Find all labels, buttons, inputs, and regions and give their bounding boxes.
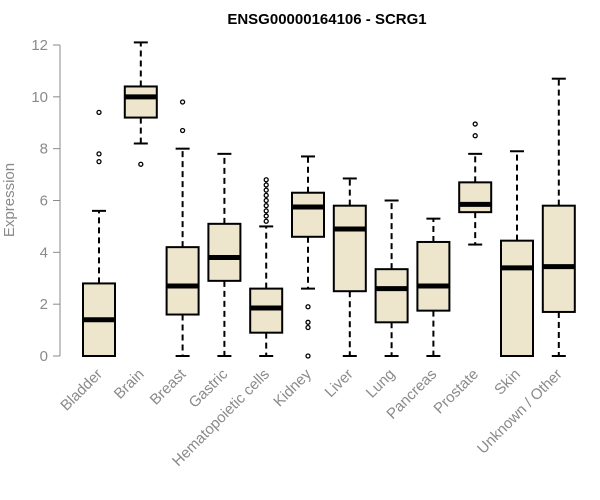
box-skin — [500, 150, 534, 358]
x-tick-label: Skin — [491, 366, 524, 399]
outlier-point — [179, 99, 186, 105]
y-tick-label: 8 — [40, 141, 48, 158]
box-iqr — [458, 181, 493, 214]
outlier-point — [263, 218, 269, 224]
box-iqr — [541, 204, 576, 313]
box-iqr — [123, 85, 158, 119]
box-iqr — [374, 268, 409, 324]
box-brain — [123, 41, 158, 167]
outlier-point — [472, 133, 478, 139]
box-hematopoietic-cells — [249, 177, 284, 357]
x-tick-label: Lung — [363, 366, 399, 402]
x-tick-label: Prostate — [430, 366, 482, 418]
x-tick-label: Bladder — [57, 366, 106, 415]
box-iqr — [165, 246, 200, 316]
outlier-point — [263, 208, 269, 214]
outlier-point — [138, 161, 144, 167]
box-bladder — [82, 109, 116, 357]
outlier-point — [96, 158, 102, 165]
x-tick-label: Breast — [147, 365, 190, 408]
outlier-point — [263, 213, 269, 219]
box-liver — [332, 177, 367, 357]
y-tick-label: 2 — [40, 296, 48, 313]
box-kidney — [291, 155, 325, 359]
outlier-point — [96, 109, 102, 116]
box-breast — [165, 99, 200, 357]
box-iqr — [249, 287, 284, 334]
box-iqr — [416, 240, 451, 312]
chart-title: ENSG00000164106 - SCRG1 — [227, 11, 426, 28]
box-iqr — [500, 239, 534, 358]
y-tick-label: 12 — [31, 37, 48, 54]
outlier-point — [179, 127, 186, 134]
box-iqr — [332, 204, 367, 293]
outlier-point — [263, 197, 269, 204]
y-axis-label: Expression — [1, 163, 18, 237]
outlier-point — [263, 192, 269, 198]
x-tick-label: Kidney — [270, 365, 315, 410]
outlier-point — [305, 319, 311, 325]
y-tick-label: 0 — [40, 348, 48, 365]
axes: 0 2 4 6 8 10 12 — [31, 37, 61, 365]
y-tick-label: 6 — [40, 193, 48, 210]
box-pancreas — [416, 217, 451, 357]
x-tick-label: Brain — [111, 366, 148, 403]
box-gastric — [207, 152, 242, 357]
outlier-point — [472, 121, 478, 127]
outlier-point — [305, 353, 311, 359]
box-iqr — [291, 191, 325, 238]
box-unknown-other — [541, 77, 576, 357]
outlier-point — [263, 187, 269, 193]
boxes — [82, 41, 576, 359]
box-iqr — [207, 222, 242, 282]
y-tick-label: 4 — [40, 244, 48, 261]
outlier-point — [96, 151, 102, 157]
outlier-point — [305, 324, 311, 331]
outlier-point — [305, 304, 311, 310]
outlier-point — [263, 203, 269, 209]
box-lung — [374, 199, 409, 357]
outlier-point — [263, 182, 269, 188]
outlier-point — [263, 177, 269, 183]
box-prostate — [458, 121, 493, 246]
x-tick-label: Liver — [322, 366, 357, 401]
y-tick-label: 10 — [31, 89, 48, 106]
